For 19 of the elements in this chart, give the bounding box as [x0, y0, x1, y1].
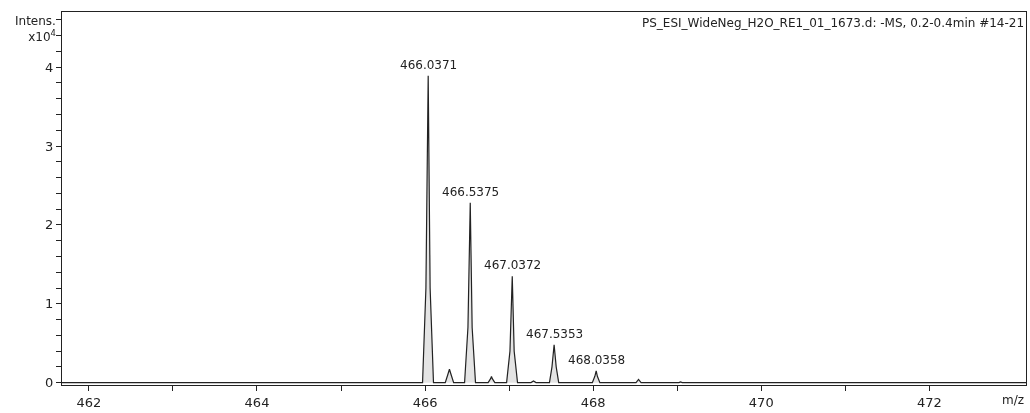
- x-tick-label: 466: [412, 394, 438, 410]
- y-axis-title: Intens. x10$^{4}$: [15, 14, 56, 44]
- y-tick-label: 3: [45, 138, 54, 154]
- annotation: 468.0358: [568, 353, 626, 367]
- annotation: 467.5353: [526, 327, 584, 341]
- x-tick-label: 462: [76, 394, 102, 410]
- chart-title: PS_ESI_WideNeg_H2O_RE1_01_1673.d: -MS, 0.2-0.4min #14-21: [642, 16, 1025, 30]
- x-tick-label: 468: [580, 394, 606, 410]
- x-axis-title: m/z: [1002, 393, 1025, 407]
- annotation: 466.0371: [400, 58, 458, 72]
- annotation: 466.5375: [442, 185, 500, 199]
- x-tick-label: 472: [916, 394, 942, 410]
- annotation: 467.0372: [484, 258, 542, 272]
- x-tick-label: 470: [748, 394, 774, 410]
- y-tick-label: 4: [45, 59, 54, 75]
- y-tick-label: 1: [45, 296, 54, 312]
- y-tick-label: 2: [45, 217, 54, 233]
- x-tick-label: 464: [244, 394, 270, 410]
- y-tick-label: 0: [45, 375, 54, 391]
